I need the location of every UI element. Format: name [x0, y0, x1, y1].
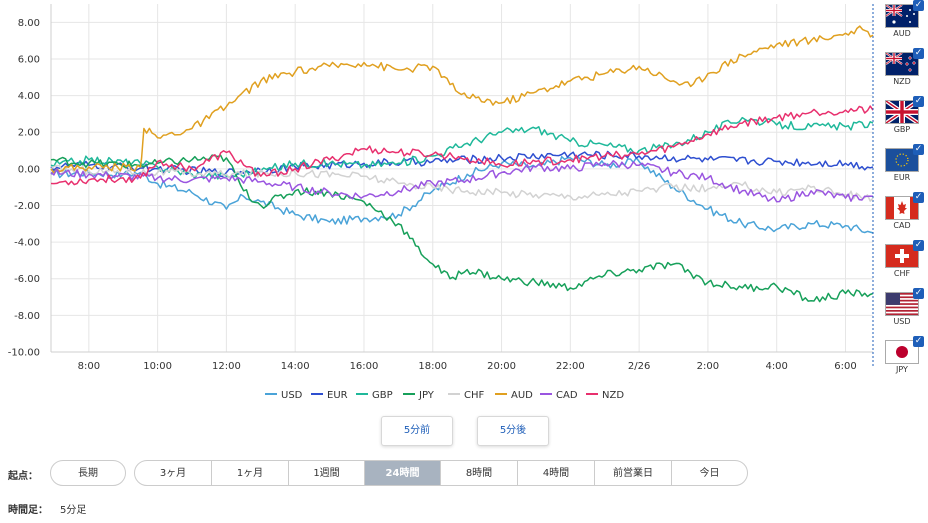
period-long-button[interactable]: 長期	[50, 460, 126, 486]
switzerland-flag-icon: ✓	[885, 240, 924, 268]
start-point-label: 起点：	[8, 471, 38, 482]
period-option-today[interactable]: 今日	[671, 460, 748, 486]
x-tick-label: 10:00	[143, 361, 172, 372]
x-tick-label: 18:00	[418, 361, 447, 372]
legend-label-jpy[interactable]: JPY	[418, 390, 435, 401]
flag-label: GBP	[893, 125, 911, 134]
x-tick-label: 4:00	[765, 361, 787, 372]
legend-label-eur[interactable]: EUR	[327, 390, 348, 401]
flag-jpy-toggle[interactable]: ✓ JPY	[885, 336, 924, 374]
period-option-prev-business-day[interactable]: 前営業日	[594, 460, 672, 486]
legend-label-chf[interactable]: CHF	[464, 390, 485, 401]
timeframe-value: 5分足	[60, 505, 87, 516]
legend-label-usd[interactable]: USD	[281, 390, 303, 401]
flag-eur-toggle[interactable]: ✓ EUR	[885, 144, 924, 182]
legend-label-cad[interactable]: CAD	[556, 390, 578, 401]
european-union-flag-icon: ✓	[885, 144, 924, 172]
series-line-jpy	[50, 154, 874, 303]
series-line-cad	[50, 159, 874, 203]
check-icon: ✓	[913, 288, 924, 299]
y-tick-label: -8.00	[14, 311, 40, 322]
australia-flag-icon: ✓	[885, 0, 924, 28]
y-tick-label: 4.00	[18, 91, 40, 102]
flag-label: EUR	[893, 173, 911, 182]
x-tick-label: 12:00	[212, 361, 241, 372]
chart-legend[interactable]: USD EUR GBP JPY CHF AUD CAD NZD	[265, 390, 624, 401]
series-line-eur	[50, 150, 874, 178]
flag-chf-toggle[interactable]: ✓ CHF	[885, 240, 924, 278]
series-line-usd	[50, 155, 874, 234]
x-tick-label: 14:00	[281, 361, 310, 372]
flag-nzd-toggle[interactable]: ✓ NZD	[885, 48, 924, 86]
flag-label: NZD	[893, 77, 911, 86]
y-tick-label: 8.00	[18, 18, 40, 29]
flag-label: CHF	[893, 269, 911, 278]
new-zealand-flag-icon: ✓	[885, 48, 924, 76]
x-tick-label: 6:00	[834, 361, 856, 372]
japan-flag-icon: ✓	[885, 336, 924, 364]
flag-gbp-toggle[interactable]: ✓ GBP	[885, 96, 924, 134]
flag-aud-toggle[interactable]: ✓ AUD	[885, 0, 924, 38]
check-icon: ✓	[913, 240, 924, 251]
flag-label: CAD	[893, 221, 911, 230]
x-tick-label: 20:00	[487, 361, 516, 372]
legend-label-gbp[interactable]: GBP	[372, 390, 393, 401]
period-option-1m[interactable]: 1ヶ月	[211, 460, 289, 486]
y-tick-label: -2.00	[14, 201, 40, 212]
check-icon: ✓	[913, 0, 924, 11]
flag-usd-toggle[interactable]: ✓ USD	[885, 288, 924, 326]
check-icon: ✓	[913, 48, 924, 59]
series-line-nzd	[50, 105, 874, 186]
x-tick-label: 8:00	[78, 361, 100, 372]
fx-strength-chart: 8.00 6.00 4.00 2.00 0.00 -2.00 -4.00 -6.00 -8.00…	[8, 4, 874, 401]
series-line-chf	[50, 164, 874, 202]
united-states-flag-icon: ✓	[885, 288, 924, 316]
check-icon: ✓	[913, 96, 924, 107]
prev-5min-button[interactable]: 5分前	[381, 416, 453, 446]
check-icon: ✓	[913, 144, 924, 155]
y-tick-label: -4.00	[14, 238, 40, 249]
united-kingdom-flag-icon: ✓	[885, 96, 924, 124]
y-tick-label: 2.00	[18, 128, 40, 139]
timeframe-label: 時間足：	[8, 505, 48, 516]
period-option-24h[interactable]: 24時間	[364, 460, 441, 486]
next-5min-button[interactable]: 5分後	[477, 416, 549, 446]
flag-label: AUD	[893, 29, 911, 38]
currency-flag-panel: ✓ AUD ✓ NZD	[876, 0, 928, 380]
y-tick-label: 0.00	[18, 164, 40, 175]
flag-cad-toggle[interactable]: ✓ CAD	[885, 192, 924, 230]
y-tick-label: 6.00	[18, 54, 40, 65]
flag-label: JPY	[896, 365, 908, 374]
y-tick-label: -10.00	[8, 348, 40, 359]
x-tick-label: 2:00	[697, 361, 719, 372]
canada-flag-icon: ✓	[885, 192, 924, 220]
series-line-aud	[50, 25, 874, 174]
y-tick-label: -6.00	[14, 274, 40, 285]
x-tick-label: 2/26	[628, 361, 650, 372]
check-icon: ✓	[913, 192, 924, 203]
check-icon: ✓	[913, 336, 924, 347]
x-tick-label: 22:00	[556, 361, 585, 372]
period-option-4h[interactable]: 4時間	[517, 460, 595, 486]
legend-label-aud[interactable]: AUD	[511, 390, 533, 401]
flag-label: USD	[893, 317, 911, 326]
legend-label-nzd[interactable]: NZD	[602, 390, 624, 401]
period-option-1w[interactable]: 1週間	[288, 460, 365, 486]
period-option-3m[interactable]: 3ヶ月	[134, 460, 212, 486]
period-option-8h[interactable]: 8時間	[440, 460, 518, 486]
x-tick-label: 16:00	[350, 361, 379, 372]
